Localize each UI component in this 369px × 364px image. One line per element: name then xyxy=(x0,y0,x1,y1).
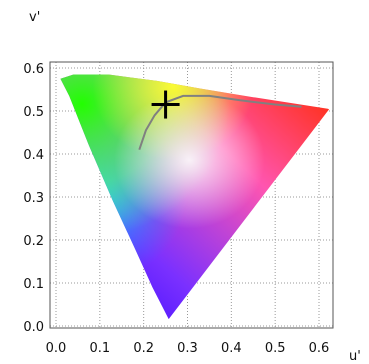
y-tick-label: 0.4 xyxy=(23,148,44,163)
x-tick-label: 0.2 xyxy=(133,341,154,356)
y-tick-label: 0.6 xyxy=(23,62,44,77)
x-tick-label: 0.6 xyxy=(309,341,330,356)
x-tick-labels: 0.0 0.1 0.2 0.3 0.4 0.5 0.6 xyxy=(46,341,330,356)
y-tick-label: 0.5 xyxy=(23,105,44,120)
x-axis-label: u' xyxy=(349,349,361,364)
plus-marker xyxy=(151,90,180,119)
x-tick-label: 0.0 xyxy=(46,341,67,356)
x-tick-label: 0.1 xyxy=(89,341,110,356)
y-axis-label: v' xyxy=(29,10,40,25)
x-tick-label: 0.5 xyxy=(265,341,286,356)
gamut-fill-white xyxy=(60,74,330,320)
y-tick-label: 0.3 xyxy=(23,191,44,206)
x-tick-label: 0.4 xyxy=(221,341,242,356)
y-tick-label: 0.1 xyxy=(23,277,44,292)
y-tick-label: 0.2 xyxy=(23,234,44,249)
y-tick-labels: 0.0 0.1 0.2 0.3 0.4 0.5 0.6 xyxy=(23,62,44,335)
gamut-region xyxy=(60,74,330,320)
locus-curve xyxy=(138,94,302,151)
plot-frame xyxy=(49,61,334,329)
x-tick-label: 0.3 xyxy=(177,341,198,356)
y-tick-label: 0.0 xyxy=(23,320,44,335)
